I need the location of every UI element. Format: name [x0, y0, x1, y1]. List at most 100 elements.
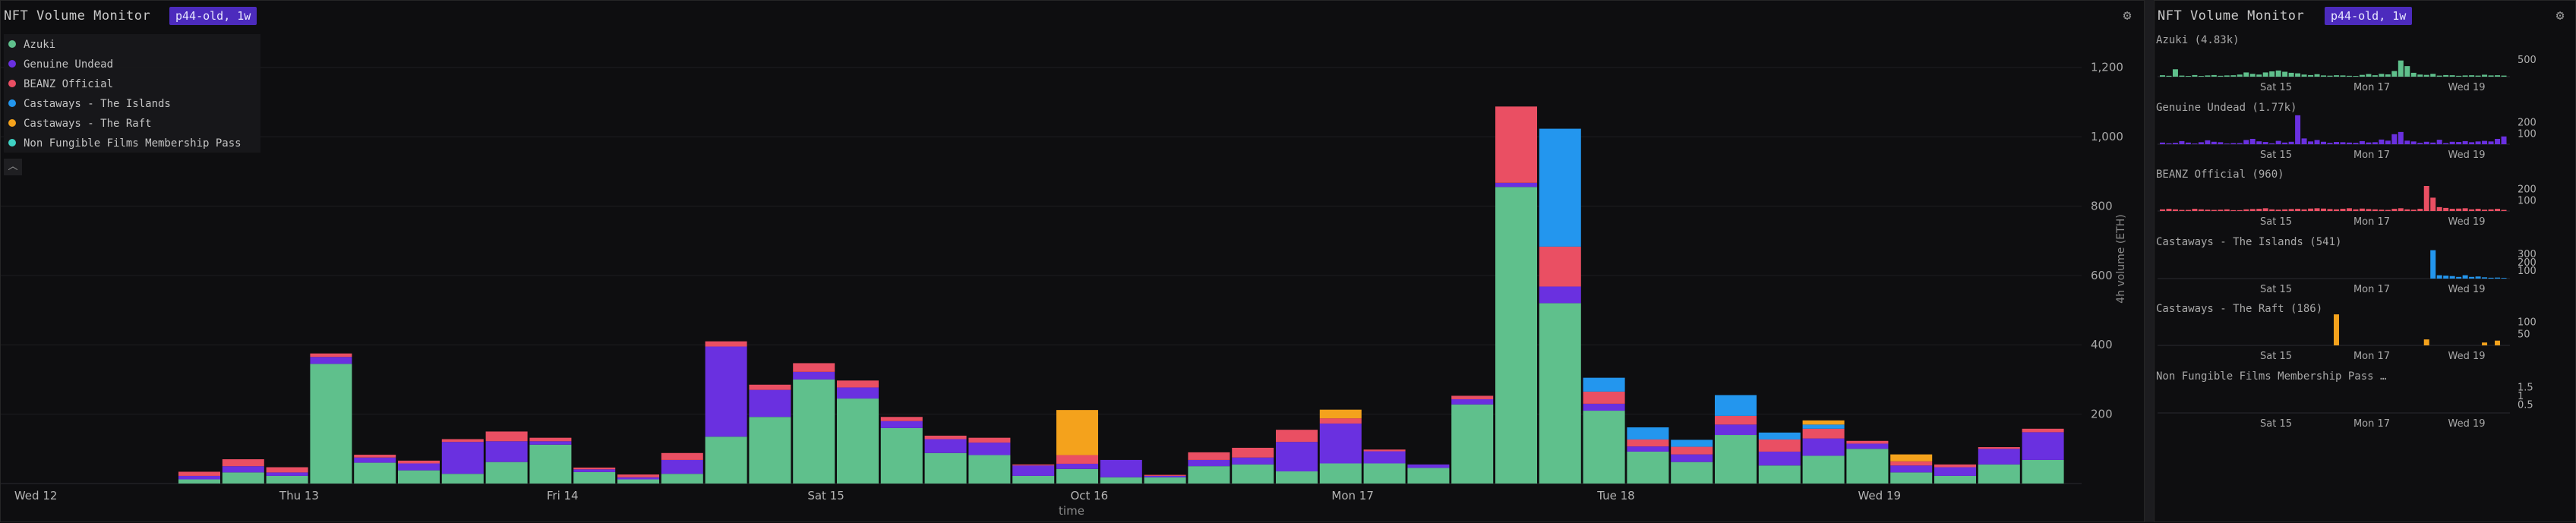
mini-bar[interactable] [2475, 276, 2481, 279]
bar-segment-beanz-official[interactable] [485, 431, 528, 442]
bar-segment-beanz-official[interactable] [968, 437, 1011, 443]
mini-bar[interactable] [2160, 142, 2165, 144]
mini-bar[interactable] [2379, 210, 2385, 211]
bar-segment-beanz-official[interactable] [398, 460, 440, 464]
mini-bar[interactable] [2160, 75, 2165, 77]
mini-bar[interactable] [2462, 208, 2468, 211]
mini-bar[interactable] [2488, 75, 2494, 77]
mini-bar[interactable] [2495, 75, 2501, 77]
mini-bar[interactable] [2224, 75, 2230, 77]
bar-segment-genuine-undead[interactable] [222, 466, 264, 473]
bar-segment-azuki[interactable] [924, 452, 967, 484]
mini-bar[interactable] [2495, 340, 2501, 345]
bar-segment-genuine-undead[interactable] [1495, 182, 1537, 187]
mini-chart-non-fungible-films-membership-pass[interactable]: 0.5 1 1.5 Sat 15 Mon 17 Wed 19 Non Fungible Fi… [2155, 370, 2575, 438]
mini-bar[interactable] [2256, 74, 2262, 77]
bar-segment-beanz-official[interactable] [1758, 439, 1801, 452]
mini-bar[interactable] [2192, 209, 2198, 211]
bar-segment-beanz-official[interactable] [1495, 106, 1537, 183]
bar-segment-genuine-undead[interactable] [485, 441, 528, 462]
mini-bar[interactable] [2314, 74, 2320, 77]
legend-item-genuine-undead[interactable]: Genuine Undead [8, 58, 113, 74]
mini-bar[interactable] [2205, 210, 2211, 211]
bar-segment-genuine-undead[interactable] [1758, 451, 1801, 466]
bar-segment-beanz-official[interactable] [1539, 246, 1581, 287]
bar-segment-azuki[interactable] [968, 455, 1011, 484]
bar-segment-genuine-undead[interactable] [1715, 424, 1757, 436]
mini-bar[interactable] [2301, 74, 2307, 77]
bar-segment-azuki[interactable] [398, 470, 440, 484]
bar-segment-genuine-undead[interactable] [1319, 423, 1362, 464]
mini-bar[interactable] [2288, 141, 2294, 144]
mini-bar[interactable] [2391, 209, 2398, 211]
mini-bar[interactable] [2404, 209, 2410, 211]
bar-segment-azuki[interactable] [1671, 462, 1713, 484]
mini-bar[interactable] [2321, 141, 2327, 144]
mini-bar[interactable] [2436, 206, 2442, 211]
mini-bar[interactable] [2410, 72, 2417, 77]
mini-bar[interactable] [2482, 276, 2488, 279]
bar-segment-azuki[interactable] [1100, 477, 1142, 484]
mini-bar[interactable] [2230, 210, 2237, 211]
bar-segment-azuki[interactable] [1934, 475, 1976, 484]
bar-segment-genuine-undead[interactable] [1978, 449, 2020, 465]
bar-segment-azuki[interactable] [1758, 465, 1801, 484]
bar-segment-azuki[interactable] [1539, 303, 1581, 484]
mini-bar[interactable] [2282, 71, 2288, 77]
bar-segment-genuine-undead[interactable] [617, 477, 659, 480]
mini-bar[interactable] [2501, 136, 2507, 144]
mini-bar[interactable] [2482, 210, 2488, 211]
bar-segment-azuki[interactable] [1276, 471, 1318, 484]
bar-segment-azuki[interactable] [617, 479, 659, 484]
bar-segment-azuki[interactable] [1495, 187, 1537, 484]
bar-segment-castaways-the-raft[interactable] [1802, 420, 1845, 425]
bar-segment-azuki[interactable] [1583, 411, 1625, 484]
bar-segment-genuine-undead[interactable] [573, 469, 616, 472]
mini-bar[interactable] [2282, 142, 2288, 144]
mini-bar[interactable] [2417, 142, 2423, 144]
bar-segment-beanz-official[interactable] [793, 363, 835, 372]
mini-bar[interactable] [2262, 208, 2268, 211]
bar-segment-castaways-the-islands[interactable] [1802, 424, 1845, 429]
bar-segment-castaways-the-raft[interactable] [1056, 410, 1098, 455]
mini-bar[interactable] [2430, 142, 2436, 144]
mini-bar[interactable] [2166, 75, 2172, 77]
mini-bar[interactable] [2179, 75, 2185, 77]
mini-bar[interactable] [2398, 131, 2404, 144]
mini-bar[interactable] [2469, 141, 2475, 144]
mini-bar[interactable] [2462, 140, 2468, 144]
mini-bar[interactable] [2456, 208, 2462, 211]
bar-segment-castaways-the-islands[interactable] [1583, 377, 1625, 392]
bar-segment-beanz-official[interactable] [1363, 449, 1406, 452]
mini-bar[interactable] [2295, 209, 2301, 211]
mini-bar[interactable] [2443, 275, 2449, 279]
bar-segment-genuine-undead[interactable] [1539, 286, 1581, 304]
bar-segment-castaways-the-islands[interactable] [1671, 440, 1713, 447]
bar-segment-genuine-undead[interactable] [1363, 451, 1406, 464]
bar-segment-genuine-undead[interactable] [661, 459, 703, 474]
bar-segment-genuine-undead[interactable] [441, 442, 484, 474]
bar-segment-genuine-undead[interactable] [1627, 446, 1669, 452]
mini-bar[interactable] [2443, 74, 2449, 77]
bar-segment-azuki[interactable] [2022, 459, 2064, 484]
mini-bar[interactable] [2314, 139, 2320, 144]
mini-bar[interactable] [2340, 75, 2346, 77]
mini-bar[interactable] [2462, 75, 2468, 77]
mini-bar[interactable] [2249, 74, 2256, 77]
bar-segment-azuki[interactable] [266, 475, 308, 484]
mini-bar[interactable] [2423, 74, 2429, 77]
mini-bar[interactable] [2327, 142, 2333, 144]
mini-bar[interactable] [2282, 209, 2288, 211]
mini-bar[interactable] [2262, 72, 2268, 77]
bar-segment-genuine-undead[interactable] [1451, 399, 1494, 405]
mini-bar[interactable] [2275, 210, 2281, 211]
mini-bar[interactable] [2372, 141, 2378, 144]
bar-segment-genuine-undead[interactable] [1583, 403, 1625, 411]
bar-segment-beanz-official[interactable] [1715, 415, 1757, 425]
mini-bar[interactable] [2327, 75, 2333, 77]
mini-bar[interactable] [2205, 75, 2211, 77]
gear-icon[interactable]: ⚙ [2555, 8, 2565, 24]
mini-bar[interactable] [2211, 210, 2217, 211]
bar-segment-beanz-official[interactable] [617, 474, 659, 477]
chevron-up-icon[interactable]: ︿ [4, 159, 22, 175]
